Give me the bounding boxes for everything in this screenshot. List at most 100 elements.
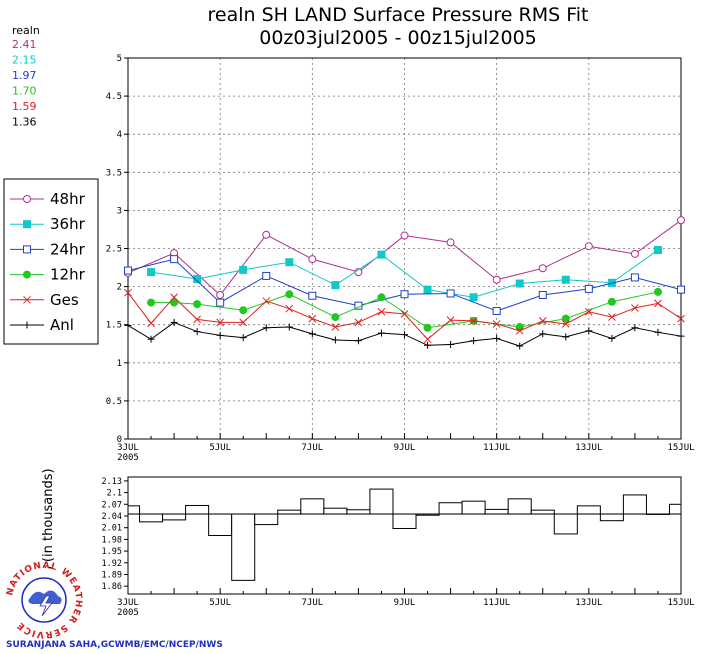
point-ges — [309, 315, 316, 322]
point-36hr — [240, 266, 247, 273]
point-12hr — [286, 291, 293, 298]
point-anl — [355, 337, 362, 344]
point-ges — [148, 320, 155, 327]
point-anl — [171, 319, 178, 326]
point-24hr — [447, 290, 454, 297]
count-bar — [347, 510, 370, 514]
count-xtick-year: 2005 — [117, 608, 139, 618]
count-ytick-label: 2.01 — [102, 524, 122, 534]
point-36hr — [148, 269, 155, 276]
count-bar — [163, 514, 186, 520]
point-24hr — [631, 274, 638, 281]
point-anl — [585, 327, 592, 334]
point-anl — [401, 331, 408, 338]
point-anl — [378, 330, 385, 337]
legend-marker-48hr — [24, 196, 31, 203]
count-bar — [128, 506, 140, 514]
ytick-label: 2.5 — [106, 245, 122, 255]
count-ytick-label: 1.86 — [102, 582, 122, 592]
mean-ges: 1.59 — [12, 100, 37, 113]
point-12hr — [378, 294, 385, 301]
ytick-label: 3.5 — [106, 168, 122, 178]
point-anl — [539, 330, 546, 337]
point-anl — [654, 329, 661, 336]
credit-line: SURANJANA SAHA,GCWMB/EMC/NCEP/NWS — [6, 640, 223, 650]
point-anl — [148, 336, 155, 343]
ytick-label: 1.5 — [106, 321, 122, 331]
point-anl — [493, 335, 500, 342]
point-36hr — [424, 286, 431, 293]
count-bar — [623, 495, 646, 514]
point-36hr — [332, 282, 339, 289]
count-xtick-label: 11JUL — [483, 598, 510, 608]
point-48hr — [631, 250, 638, 257]
count-bar — [393, 514, 416, 528]
point-12hr — [332, 314, 339, 321]
legend-label-36hr: 36hr — [50, 215, 86, 233]
count-ytick-label: 2.07 — [102, 500, 122, 510]
point-anl — [631, 324, 638, 331]
count-bar — [531, 510, 554, 514]
count-bar — [554, 514, 577, 534]
count-bar — [278, 510, 301, 514]
point-anl — [240, 334, 247, 341]
mean-anl: 1.36 — [12, 116, 37, 129]
point-36hr — [286, 259, 293, 266]
ytick-label: 4 — [117, 130, 122, 140]
point-24hr — [401, 291, 408, 298]
xtick-label: 13JUL — [575, 443, 602, 453]
xtick-label: 5JUL — [209, 443, 231, 453]
point-12hr — [654, 288, 661, 295]
point-12hr — [424, 324, 431, 331]
mean-header: realn — [12, 24, 40, 37]
point-anl — [447, 341, 454, 348]
xtick-label: 11JUL — [483, 443, 510, 453]
point-24hr — [678, 286, 685, 293]
count-ytick-label: 1.89 — [102, 571, 122, 581]
point-anl — [286, 323, 293, 330]
point-12hr — [148, 299, 155, 306]
count-xtick-label: 15JUL — [667, 598, 694, 608]
count-bar — [669, 504, 681, 514]
ytick-label: 3 — [117, 206, 122, 216]
point-anl — [470, 337, 477, 344]
ytick-label: 0.5 — [106, 397, 122, 407]
legend-label-12hr: 12hr — [50, 266, 86, 284]
legend-label-48hr: 48hr — [50, 190, 86, 208]
ytick-label: 2 — [117, 283, 122, 293]
point-48hr — [263, 231, 270, 238]
mean-48hr: 2.41 — [12, 38, 37, 51]
xtick-label: 9JUL — [394, 443, 416, 453]
point-ges — [286, 305, 293, 312]
count-ytick-label: 1.95 — [102, 547, 122, 557]
point-36hr — [378, 251, 385, 258]
ytick-label: 1 — [117, 359, 122, 369]
count-bar — [508, 499, 531, 514]
point-anl — [562, 333, 569, 340]
ytick-label: 5 — [117, 54, 122, 64]
point-24hr — [171, 256, 178, 263]
count-bar — [462, 501, 485, 514]
point-48hr — [539, 265, 546, 272]
point-anl — [424, 342, 431, 349]
count-bar — [140, 514, 163, 522]
point-anl — [678, 333, 685, 340]
point-48hr — [493, 276, 500, 283]
point-anl — [263, 324, 270, 331]
point-36hr — [654, 247, 661, 254]
count-xtick-label: 9JUL — [394, 598, 416, 608]
legend-label-ges: Ges — [50, 291, 79, 309]
point-24hr — [493, 307, 500, 314]
chart-title: realn SH LAND Surface Pressure RMS Fit — [208, 4, 589, 26]
point-24hr — [585, 285, 592, 292]
count-xtick-label: 3JUL — [117, 598, 139, 608]
series-means: 2.412.151.971.701.591.36 — [12, 38, 37, 129]
chart-subtitle: 00z03jul2005 - 00z15jul2005 — [259, 27, 537, 49]
point-24hr — [217, 299, 224, 306]
count-bar — [485, 509, 508, 514]
legend-marker-36hr — [24, 221, 31, 228]
point-48hr — [401, 232, 408, 239]
xtick-label: 3JUL — [117, 443, 139, 453]
mean-12hr: 1.70 — [12, 85, 37, 98]
